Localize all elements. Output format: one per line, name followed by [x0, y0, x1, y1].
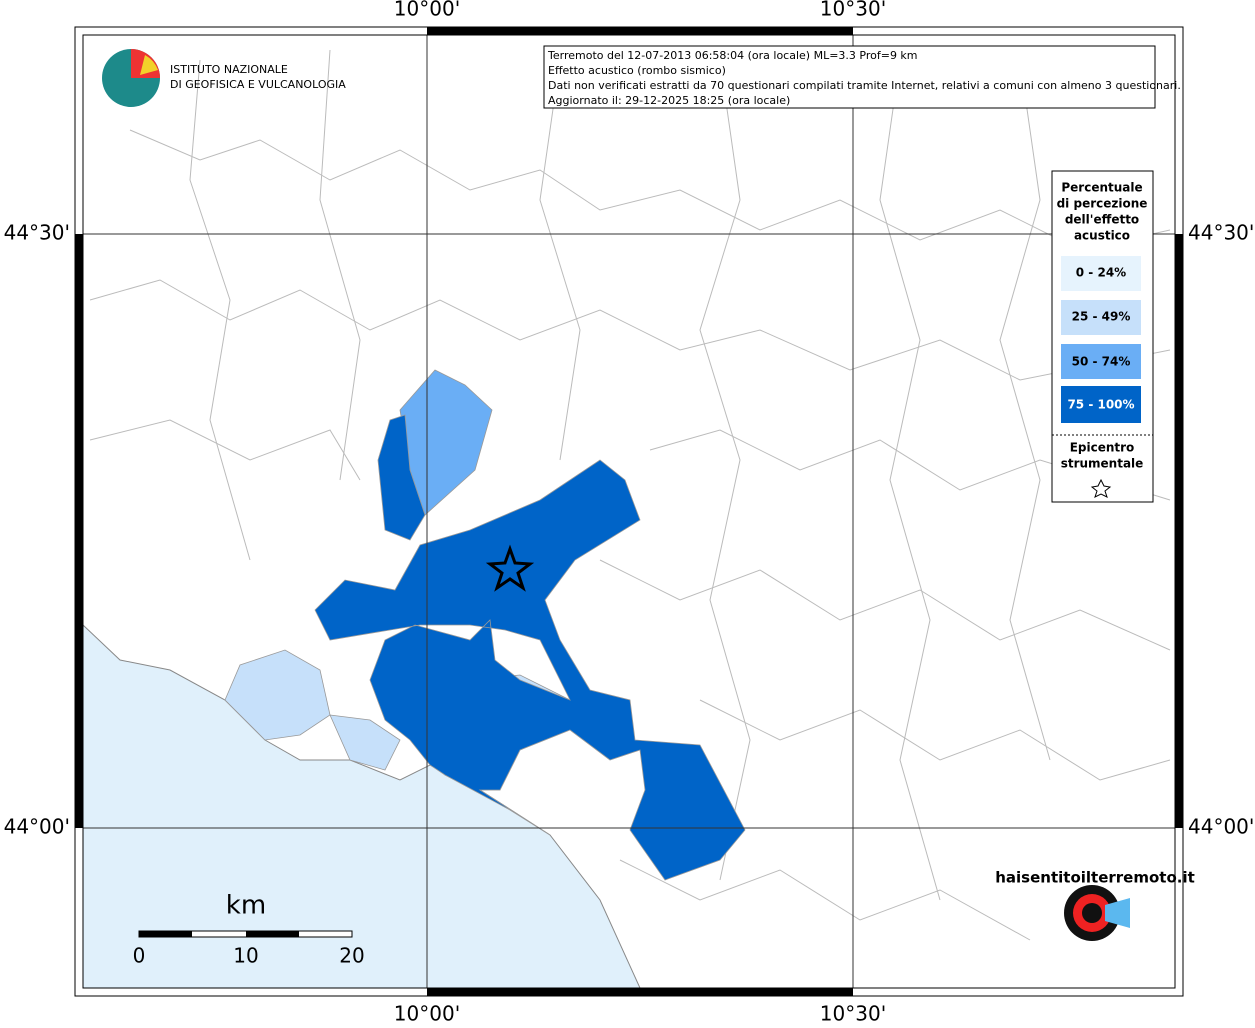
info-line: Aggiornato il: 29-12-2025 18:25 (ora loc…: [548, 94, 790, 107]
coord-label: 10°30': [820, 0, 886, 21]
legend-item: 0 - 24%: [1076, 266, 1126, 280]
coord-label: 10°00': [394, 1002, 460, 1025]
scale-bar: km 0 10 20: [133, 891, 365, 968]
scale-tick: 10: [233, 944, 258, 968]
region-75-100: [377, 414, 426, 541]
info-line: Dati non verificati estratti da 70 quest…: [548, 79, 1181, 92]
region-25-49: [224, 649, 331, 741]
coord-label: 10°30': [820, 1002, 886, 1025]
region-75-100: [314, 459, 746, 881]
coord-label: 44°00': [1188, 815, 1254, 839]
legend: Percentuale di percezione dell'effetto a…: [1051, 170, 1154, 503]
legend-epicenter: strumentale: [1061, 457, 1144, 471]
legend-title: di percezione: [1057, 197, 1148, 211]
scale-tick: 20: [339, 944, 364, 968]
coord-label: 44°30': [1188, 221, 1254, 245]
coord-label: 44°30': [4, 221, 70, 245]
boundaries: [89, 49, 1171, 941]
institute-name: ISTITUTO NAZIONALE: [170, 63, 288, 76]
graticule: [83, 35, 1175, 988]
info-line: Terremoto del 12-07-2013 06:58:04 (ora l…: [547, 49, 918, 62]
institute-name: DI GEOFISICA E VULCANOLOGIA: [170, 78, 346, 91]
coord-label: 10°00': [394, 0, 460, 21]
epicenter: [485, 544, 535, 592]
regions: [224, 369, 746, 881]
legend-title: Percentuale: [1061, 181, 1142, 195]
legend-item: 25 - 49%: [1072, 310, 1131, 324]
scale-tick: 0: [133, 944, 146, 968]
info-line: Effetto acustico (rombo sismico): [548, 64, 726, 77]
legend-item: 50 - 74%: [1072, 355, 1131, 369]
coord-label: 44°00': [4, 815, 70, 839]
site-name: haisentitoilterremoto.it: [995, 869, 1195, 887]
institute-logo: ISTITUTO NAZIONALE DI GEOFISICA E VULCAN…: [102, 49, 346, 107]
legend-title: dell'effetto: [1065, 213, 1139, 227]
legend-item: 75 - 100%: [1067, 398, 1134, 412]
sea: [82, 623, 641, 989]
frame: [74, 26, 1184, 997]
legend-title: acustico: [1074, 229, 1130, 243]
legend-epicenter: Epicentro: [1070, 441, 1135, 455]
site-logo: haisentitoilterremoto.it: [995, 869, 1195, 941]
scale-unit: km: [226, 891, 266, 921]
region-25-49: [329, 714, 401, 771]
info-box: [543, 45, 1156, 109]
